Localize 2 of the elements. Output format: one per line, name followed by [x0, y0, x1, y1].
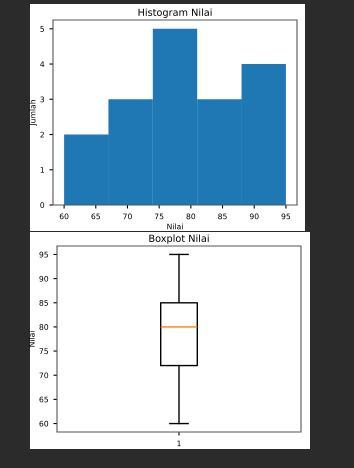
chart-title: Boxplot Nilai [149, 234, 209, 244]
chart-title: Histogram Nilai [138, 8, 212, 18]
